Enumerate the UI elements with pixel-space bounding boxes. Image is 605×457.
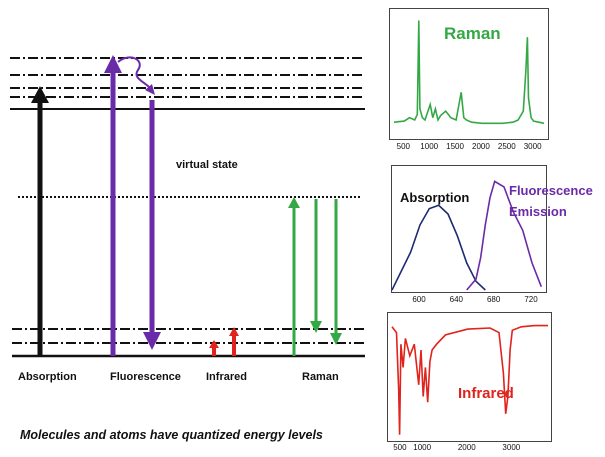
infrared-panel: Infrared: [387, 312, 552, 442]
fluorescence-x-ticks: 600 640 680 720: [391, 295, 545, 307]
caption: Molecules and atoms have quantized energ…: [20, 428, 323, 442]
absorption-label: Absorption: [18, 371, 77, 383]
x-tick-label: 720: [524, 295, 538, 304]
raman-antistokes-arrowhead: [330, 333, 342, 345]
x-tick-label: 1500: [446, 142, 464, 151]
fluorescence-emission-label-2: Emission: [509, 204, 567, 219]
fluorescence-panel: Absorption: [391, 165, 547, 293]
x-tick-label: 640: [449, 295, 463, 304]
fluorescence-label: Fluorescence: [110, 371, 181, 383]
raman-excite-arrowhead: [288, 197, 300, 208]
infrared-arrowhead-2: [229, 327, 239, 336]
x-tick-label: 1000: [420, 142, 439, 151]
raman-spectrum-plot: [393, 20, 545, 125]
infrared-spectrum-line: [391, 324, 548, 435]
raman-title: Raman: [444, 24, 501, 43]
energy-level-diagram: [10, 55, 365, 358]
raman-spectrum-line: [393, 20, 545, 125]
raman-stokes-arrowhead: [310, 321, 322, 333]
x-tick-label: 500: [396, 142, 411, 151]
raman-panel: Raman: [389, 8, 549, 140]
fluorescence-spectrum-plot: [392, 180, 543, 291]
x-tick-label: 2500: [497, 142, 516, 151]
infrared-spectrum-plot: [391, 324, 548, 435]
raman-label: Raman: [302, 371, 339, 383]
x-tick-label: 3000: [502, 443, 521, 452]
x-tick-label: 1000: [413, 443, 432, 452]
infrared-x-ticks: 500 1000 2000 3000: [387, 443, 550, 455]
x-tick-label: 3000: [523, 142, 542, 151]
x-tick-label: 2000: [472, 142, 490, 151]
x-tick-label: 680: [486, 295, 501, 304]
infrared-title: Infrared: [458, 385, 514, 402]
absorption-curve: [392, 204, 486, 291]
relaxation-squiggle: [117, 56, 151, 89]
x-tick-label: 600: [412, 295, 426, 304]
infrared-arrowhead-1: [209, 340, 219, 348]
fluorescence-emission-label-1: Fluorescence: [509, 183, 593, 198]
virtual-state-label: virtual state: [176, 159, 238, 171]
emission-curve: [466, 180, 543, 291]
raman-x-ticks: 500 1000 1500 2000 2500 3000: [389, 142, 547, 154]
x-tick-label: 2000: [457, 443, 476, 452]
relaxation-arrowhead: [145, 84, 155, 95]
absorption-arrowhead: [31, 86, 49, 103]
x-tick-label: 500: [393, 443, 407, 452]
infrared-label: Infrared: [206, 371, 247, 383]
fluorescence-excite-arrowhead: [104, 55, 122, 73]
fluorescence-emission-arrowhead: [143, 332, 161, 350]
absorption-curve-label: Absorption: [400, 190, 470, 205]
